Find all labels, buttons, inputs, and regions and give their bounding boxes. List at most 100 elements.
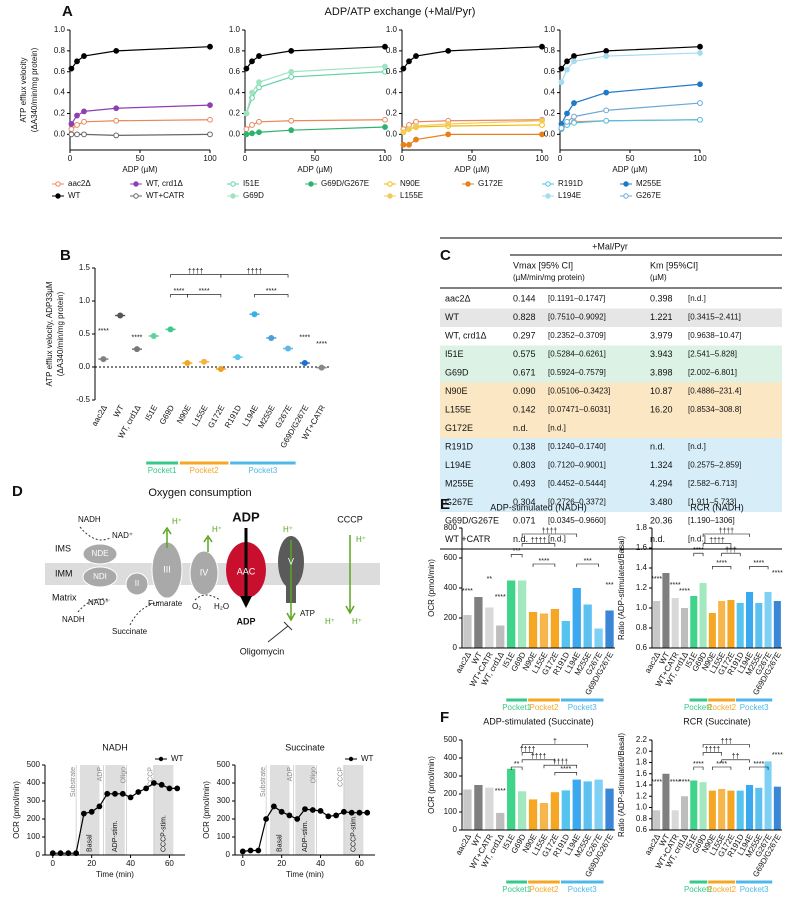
table-cell: [1.190–1306] xyxy=(688,516,735,525)
data-point xyxy=(127,794,134,801)
ndi-label: NDI xyxy=(93,572,107,581)
mean-point xyxy=(184,360,191,367)
data-point xyxy=(74,112,80,119)
series-line xyxy=(403,133,542,146)
region-label: CCCP-stim. xyxy=(350,815,357,852)
legend-label: G69D/G267E xyxy=(321,179,369,188)
adp-label: ADP xyxy=(232,509,260,524)
bar xyxy=(605,610,614,648)
table-cell: [0.4452–0.5444] xyxy=(548,479,606,488)
y-tick-label: 0.8 xyxy=(54,46,66,55)
x-tick-label: 0 xyxy=(400,154,405,163)
bar xyxy=(496,625,505,648)
legend-marker xyxy=(230,181,236,187)
data-point xyxy=(256,53,262,59)
bar xyxy=(718,601,726,648)
data-point xyxy=(400,129,407,136)
data-point xyxy=(400,65,407,72)
table-cell: N90E xyxy=(445,386,468,396)
data-point xyxy=(294,816,301,822)
bar xyxy=(594,779,603,830)
panel-letter: B xyxy=(60,247,71,264)
y-tick-label: 1.4 xyxy=(636,780,648,789)
data-point xyxy=(539,117,545,124)
y-tick-label: 400 xyxy=(444,753,458,762)
legend-marker xyxy=(308,181,314,187)
cccp-arrow xyxy=(345,535,355,615)
table-cell: WT xyxy=(445,312,459,322)
y-axis-label: OCR (pmol/min) xyxy=(427,756,436,814)
x-tick-label: 50 xyxy=(311,154,320,163)
x-tick-label: 100 xyxy=(378,154,392,163)
legend-marker xyxy=(623,193,629,199)
adp-matrix-label: ADP xyxy=(236,616,255,626)
phase-label: Oligo xyxy=(121,767,128,783)
table-cell: 0.071 xyxy=(513,515,536,525)
mean-point xyxy=(217,365,224,372)
bracket xyxy=(554,772,578,776)
phase-label: Substrate xyxy=(260,767,267,797)
legend-label: G69D xyxy=(243,191,264,200)
bar xyxy=(474,597,483,648)
region-label: ADP-stim. xyxy=(302,820,309,852)
bracket xyxy=(693,766,704,770)
data-point xyxy=(81,108,87,115)
significance: **** xyxy=(651,576,662,583)
bar xyxy=(539,803,549,830)
y-tick-label: 1.0 xyxy=(386,25,398,34)
bracket xyxy=(576,563,599,567)
data-point xyxy=(564,118,570,125)
legend-marker xyxy=(348,756,354,762)
table-cell: 3.480 xyxy=(650,497,673,507)
legend-label: WT xyxy=(171,754,184,763)
bar xyxy=(662,773,670,830)
aac-label: AAC xyxy=(237,566,256,576)
atp-label: ATP xyxy=(300,609,315,618)
bracket xyxy=(749,766,769,770)
region-label: Basal xyxy=(87,834,94,852)
y-tick-label: 1.0 xyxy=(636,603,648,612)
data-point xyxy=(288,68,295,75)
table-cell: 0.304 xyxy=(513,497,536,507)
y-tick-label: 400 xyxy=(217,778,231,787)
data-point xyxy=(348,809,355,816)
table-cell: n.d. xyxy=(513,423,528,433)
bar xyxy=(474,785,483,830)
table-row xyxy=(440,475,782,494)
y-tick-label: 1.0 xyxy=(229,25,241,34)
x-tick-label: G69D xyxy=(158,403,176,426)
significance: **** xyxy=(716,761,727,768)
y-tick-label: 1.0 xyxy=(544,25,556,34)
data-point xyxy=(697,50,703,56)
data-point xyxy=(413,123,419,129)
y-tick-label: 0.5 xyxy=(79,329,91,338)
pocket-label: Pocket1 xyxy=(684,703,713,712)
electron-path xyxy=(79,526,111,541)
table-cell: 0.803 xyxy=(513,460,536,470)
y-axis-label: ATP efflux velocity, ADP33µM xyxy=(45,281,54,386)
data-point xyxy=(119,790,126,797)
series-line xyxy=(246,126,386,135)
significance: **** xyxy=(693,761,704,768)
bar xyxy=(736,603,744,648)
data-point xyxy=(68,121,75,127)
significance: **** xyxy=(693,547,704,554)
y-tick-label: 0 xyxy=(36,850,41,859)
data-point xyxy=(74,131,80,138)
data-point xyxy=(558,125,565,131)
imm-label: IMM xyxy=(55,568,73,578)
bracket xyxy=(702,744,750,748)
bar xyxy=(496,812,505,830)
table-cell: 20.36 xyxy=(650,515,673,525)
table-cell: 1.324 xyxy=(650,460,673,470)
data-point xyxy=(697,116,703,123)
table-cell: 0.493 xyxy=(513,478,536,488)
table-cell: [0.4886–231.4] xyxy=(688,387,741,396)
y-tick-label: 1.4 xyxy=(636,563,648,572)
bracket xyxy=(521,744,588,748)
significance: **** xyxy=(173,288,184,295)
y-tick-label: 0.4 xyxy=(386,88,398,97)
bracket xyxy=(254,294,289,298)
ndi-shape xyxy=(82,566,118,588)
